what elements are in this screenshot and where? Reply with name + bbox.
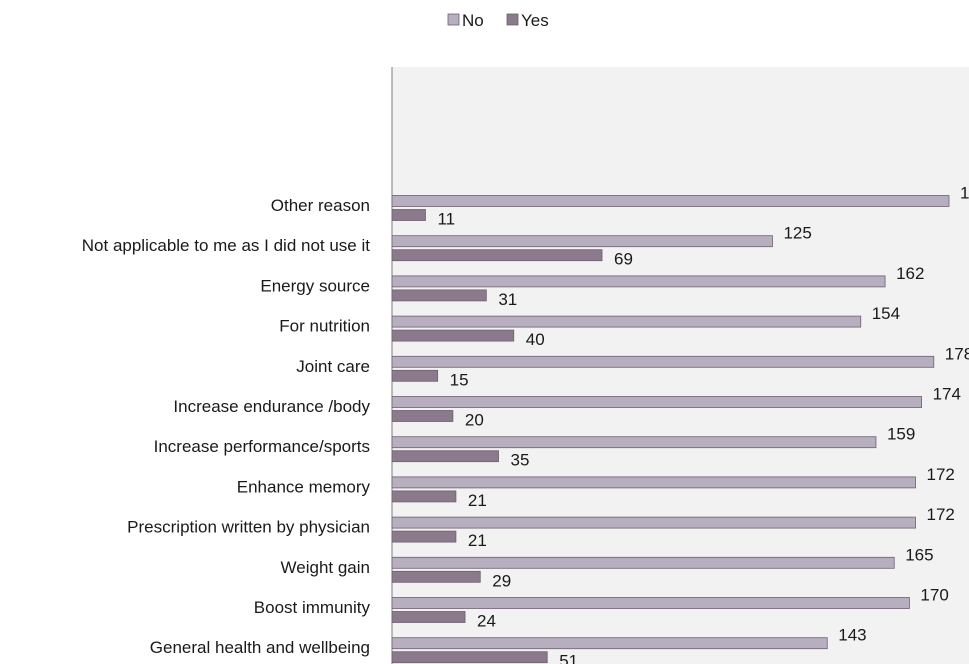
bar-yes-general-health-and-wellbeing xyxy=(391,651,548,664)
bar-no-boost-immunity xyxy=(391,597,910,609)
bar-yes-prescription-written-by-physician xyxy=(391,530,457,543)
category-labels: General health and wellbeing Boost immuni… xyxy=(82,196,371,657)
value-label-yes-for-nutrition: 40 xyxy=(526,330,545,349)
bar-yes-for-nutrition xyxy=(391,329,515,342)
category-label-increase-endurance-body: Increase endurance /body xyxy=(173,397,370,416)
value-label-no-weight-gain: 165 xyxy=(905,545,933,564)
legend-label-no: No xyxy=(462,11,484,30)
bar-no-other-reason xyxy=(391,195,950,207)
value-label-yes-increase-performance-sports: 35 xyxy=(511,451,530,470)
bar-yes-not-applicable-to-me-as-i-did-not-use-it xyxy=(391,249,603,262)
legend: No Yes xyxy=(447,11,549,30)
value-label-yes-general-health-and-wellbeing: 51 xyxy=(559,652,578,664)
value-label-yes-weight-gain: 29 xyxy=(492,571,511,590)
category-label-increase-performance-sports: Increase performance/sports xyxy=(154,437,370,456)
value-label-yes-enhance-memory: 21 xyxy=(468,491,487,510)
bar-no-general-health-and-wellbeing xyxy=(391,637,828,650)
value-label-no-energy-source: 162 xyxy=(896,264,924,283)
category-label-other-reason: Other reason xyxy=(271,196,370,215)
value-label-yes-prescription-written-by-physician: 21 xyxy=(468,531,487,550)
bar-no-for-nutrition xyxy=(391,315,862,328)
value-label-no-general-health-and-wellbeing: 143 xyxy=(838,626,866,645)
category-label-general-health-and-wellbeing: General health and wellbeing xyxy=(150,638,370,657)
value-label-no-enhance-memory: 172 xyxy=(927,465,955,484)
value-label-no-increase-performance-sports: 159 xyxy=(887,425,915,444)
bar-no-increase-endurance-body xyxy=(391,396,923,408)
bar-yes-joint-care xyxy=(391,369,439,382)
value-label-yes-energy-source: 31 xyxy=(498,290,517,309)
value-label-yes-boost-immunity: 24 xyxy=(477,612,496,631)
bar-no-not-applicable-to-me-as-i-did-not-use-it xyxy=(391,235,773,248)
legend-label-yes: Yes xyxy=(521,11,549,30)
category-label-energy-source: Energy source xyxy=(260,276,370,295)
bar-yes-increase-performance-sports xyxy=(391,450,499,463)
category-label-for-nutrition: For nutrition xyxy=(279,317,370,336)
value-label-yes-increase-endurance-body: 20 xyxy=(465,411,484,430)
bar-yes-energy-source xyxy=(391,289,487,302)
category-label-weight-gain: Weight gain xyxy=(281,558,370,577)
bar-no-joint-care xyxy=(391,355,935,368)
bar-no-increase-performance-sports xyxy=(391,436,877,449)
legend-swatch-no xyxy=(447,13,460,26)
value-label-no-not-applicable-to-me-as-i-did-not-use-it: 125 xyxy=(783,224,811,243)
bars-group xyxy=(391,195,950,664)
value-label-no-prescription-written-by-physician: 172 xyxy=(927,505,955,524)
bar-no-prescription-written-by-physician xyxy=(391,516,916,529)
category-label-joint-care: Joint care xyxy=(296,357,370,376)
legend-swatch-yes xyxy=(506,13,519,26)
bar-yes-enhance-memory xyxy=(391,490,457,503)
value-label-yes-other-reason: 11 xyxy=(437,210,455,229)
bar-no-energy-source xyxy=(391,275,886,288)
bar-no-enhance-memory xyxy=(391,476,916,489)
value-label-no-boost-immunity: 170 xyxy=(920,586,948,605)
category-label-prescription-written-by-physician: Prescription written by physician xyxy=(127,518,370,537)
bar-yes-weight-gain xyxy=(391,570,481,583)
value-label-yes-not-applicable-to-me-as-i-did-not-use-it: 69 xyxy=(614,250,633,269)
bar-yes-other-reason xyxy=(391,209,426,221)
value-label-no-joint-care: 178 xyxy=(945,344,969,363)
bar-yes-boost-immunity xyxy=(391,611,466,623)
category-label-boost-immunity: Boost immunity xyxy=(254,598,371,617)
bar-yes-increase-endurance-body xyxy=(391,410,454,422)
category-label-enhance-memory: Enhance memory xyxy=(237,477,371,496)
value-labels: 143 51 170 24 165 29 172 21 172 21 159 35 174 20 178 15… xyxy=(437,184,969,664)
value-label-no-for-nutrition: 154 xyxy=(872,304,900,323)
bar-no-weight-gain xyxy=(391,556,895,569)
value-label-yes-joint-care: 15 xyxy=(450,370,469,389)
category-label-not-applicable-to-me-as-i-did-not-use-it: Not applicable to me as I did not use it xyxy=(82,236,370,255)
value-label-no-other-reason: 183 xyxy=(960,184,969,203)
value-label-no-increase-endurance-body: 174 xyxy=(933,385,961,404)
